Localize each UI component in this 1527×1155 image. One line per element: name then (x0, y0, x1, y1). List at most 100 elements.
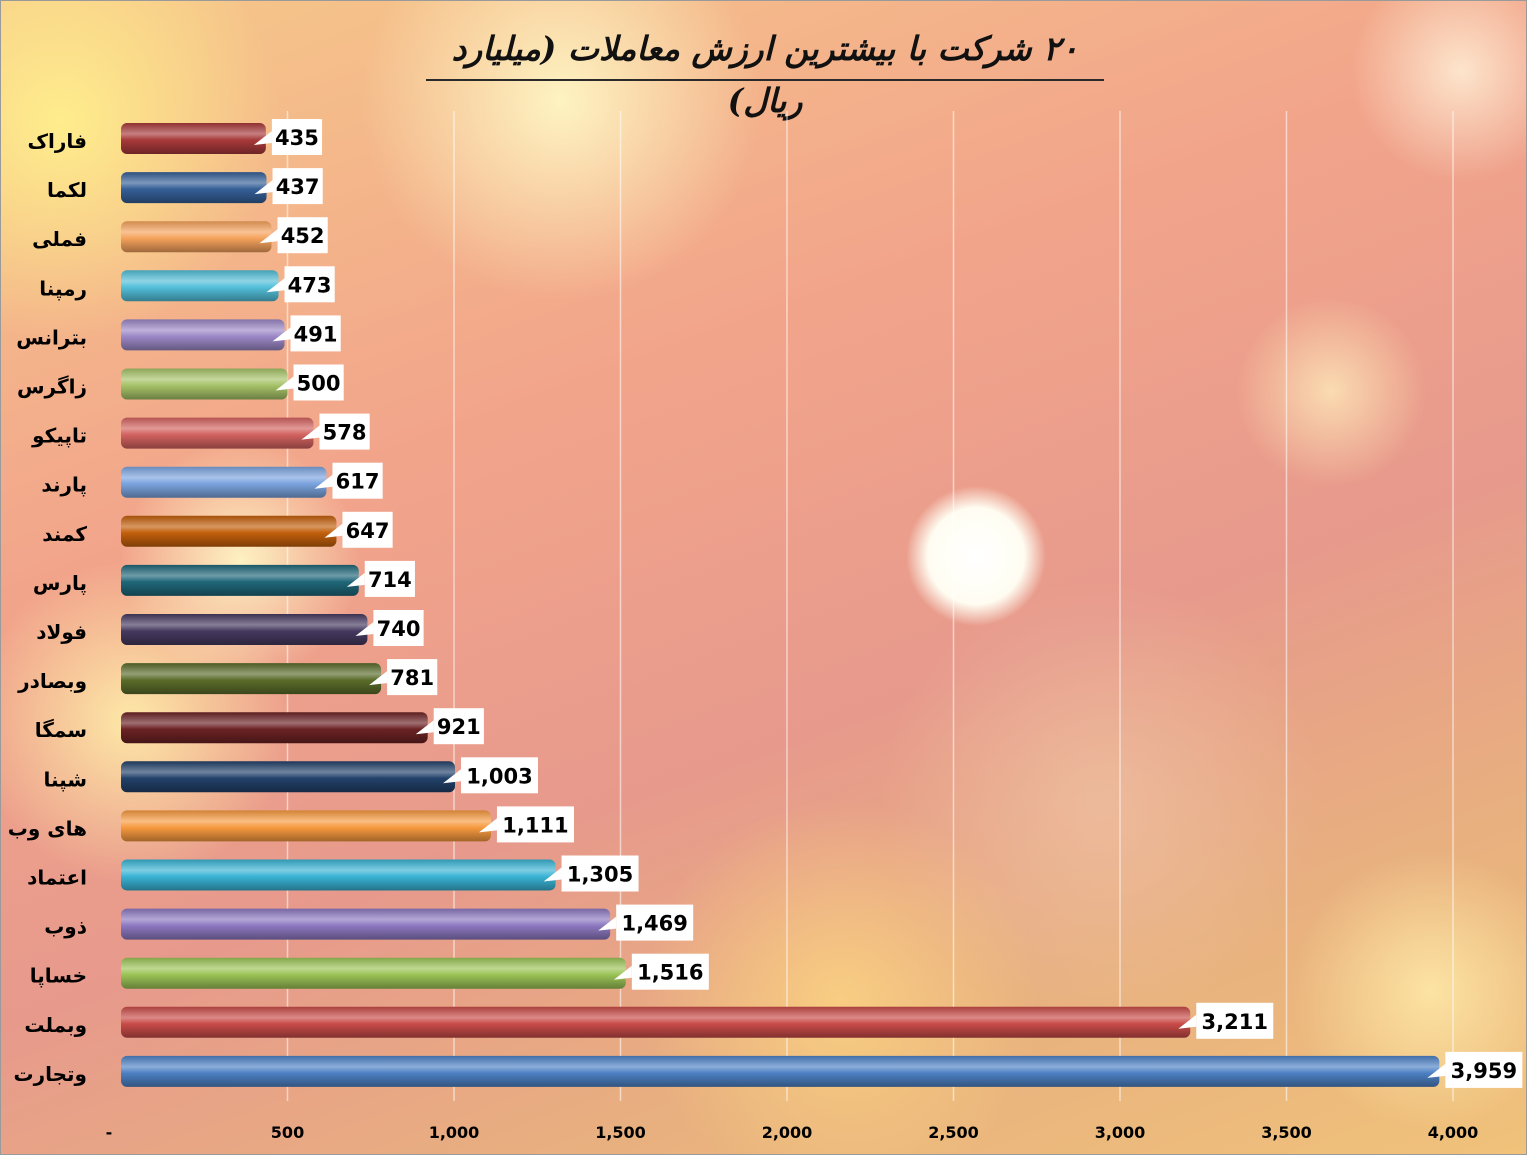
data-label: 781 (390, 666, 434, 690)
data-label-callout (253, 131, 272, 145)
category-label: خساپا (30, 964, 87, 989)
category-labels: فاراک لکما فملی رمپنا بترانس زاگرس تاپیکو پارند… (8, 129, 88, 1086)
x-tick-label: 2,500 (928, 1123, 979, 1142)
data-label-box (271, 119, 323, 155)
data-label-box (342, 511, 393, 548)
x-tick-label: 1,000 (429, 1123, 480, 1142)
data-label-callout (314, 474, 333, 489)
data-label-callout (346, 572, 365, 587)
data-label-box (332, 462, 383, 499)
data-label: 491 (294, 322, 338, 346)
bar (121, 123, 266, 154)
x-tick-label: 500 (271, 1123, 304, 1142)
data-label-callout (369, 671, 388, 686)
data-label-callout (415, 720, 434, 735)
bar (121, 908, 611, 940)
data-label-callout (478, 818, 497, 833)
data-label-callout (613, 965, 632, 980)
data-label: 3,211 (1202, 1010, 1268, 1034)
data-label-box (284, 266, 335, 303)
category-label: سمگا (35, 718, 87, 742)
category-label: پارند (41, 473, 87, 498)
data-label-callout (598, 916, 617, 931)
data-label-box (631, 953, 709, 990)
data-label: 1,469 (621, 912, 687, 936)
data-label: 647 (346, 519, 390, 543)
data-label-callout (324, 523, 343, 538)
category-label: زاگرس (17, 375, 87, 399)
data-label-box (364, 560, 415, 597)
bar (121, 270, 279, 302)
data-label-box (496, 806, 574, 843)
data-label-box (277, 217, 328, 254)
category-label: لکما (47, 178, 87, 202)
bar (121, 957, 626, 989)
x-tick-label: 2,000 (762, 1123, 813, 1142)
data-label: 473 (288, 273, 332, 297)
data-label-box (460, 757, 538, 794)
data-label-box (272, 168, 323, 205)
data-label: 1,003 (466, 764, 532, 788)
bar (121, 1006, 1191, 1038)
x-axis-ticks: - 500 1,000 1,500 2,000 2,500 3,000 3,500 4,000 (106, 1123, 1479, 1142)
data-label: 435 (275, 126, 319, 150)
gridlines (286, 111, 1454, 1101)
data-label: 500 (297, 372, 341, 396)
data-labels: 435 437 452 473 491 500 578 617 647 714 740 781 921 1… (253, 119, 1523, 1088)
data-label: 1,516 (637, 961, 703, 985)
data-label-callout (272, 327, 291, 342)
data-label: 452 (281, 224, 325, 248)
data-label-box (293, 364, 344, 401)
bar (121, 564, 359, 596)
category-label: تاپیکو (31, 424, 87, 449)
data-label-callout (1427, 1063, 1446, 1078)
bar (121, 761, 455, 793)
bar (121, 515, 337, 547)
x-tick-label: 3,500 (1261, 1123, 1312, 1142)
data-label-callout (442, 769, 461, 784)
bar (121, 712, 428, 744)
bar (121, 417, 314, 449)
data-label: 714 (368, 568, 412, 592)
category-label: کمند (42, 522, 87, 546)
category-label: شپنا (43, 767, 87, 792)
data-label: 921 (437, 715, 481, 739)
bar (121, 859, 556, 891)
bar (121, 172, 267, 204)
data-label: 437 (276, 175, 320, 199)
category-label: وبصادر (17, 669, 87, 693)
category-label: پارس (33, 571, 87, 596)
category-label: فملی (32, 227, 87, 251)
category-label: وبملت (24, 1013, 87, 1037)
x-tick-label: 4,000 (1428, 1123, 1479, 1142)
data-label-box (616, 904, 694, 941)
data-label-box (373, 610, 424, 646)
category-label: های وب (8, 816, 87, 840)
data-label-box (387, 659, 438, 696)
chart-title: ۲۰ شرکت با بیشترین ارزش معاملات (میلیارد… (426, 23, 1104, 120)
category-label: رمپنا (39, 276, 87, 301)
data-label-callout (543, 867, 562, 882)
category-label: وتجارت (14, 1062, 87, 1086)
category-label: ذوب (44, 915, 87, 939)
data-label: 1,111 (502, 813, 568, 837)
data-label: 740 (377, 617, 421, 641)
bars (121, 123, 1440, 1087)
category-label: بترانس (16, 325, 87, 349)
data-label-box (1196, 1002, 1274, 1039)
data-label-callout (355, 622, 374, 636)
bar (121, 810, 491, 842)
x-tick-label: - (106, 1123, 113, 1142)
data-label-box (1445, 1051, 1523, 1088)
bar (121, 614, 368, 645)
data-label-box (290, 315, 341, 352)
x-tick-label: 3,000 (1095, 1123, 1146, 1142)
bar (121, 368, 288, 400)
data-label-callout (275, 376, 294, 391)
bar (121, 221, 272, 253)
x-tick-label: 1,500 (595, 1123, 646, 1142)
category-label: فاراک (28, 129, 87, 153)
data-label: 3,959 (1451, 1059, 1517, 1083)
